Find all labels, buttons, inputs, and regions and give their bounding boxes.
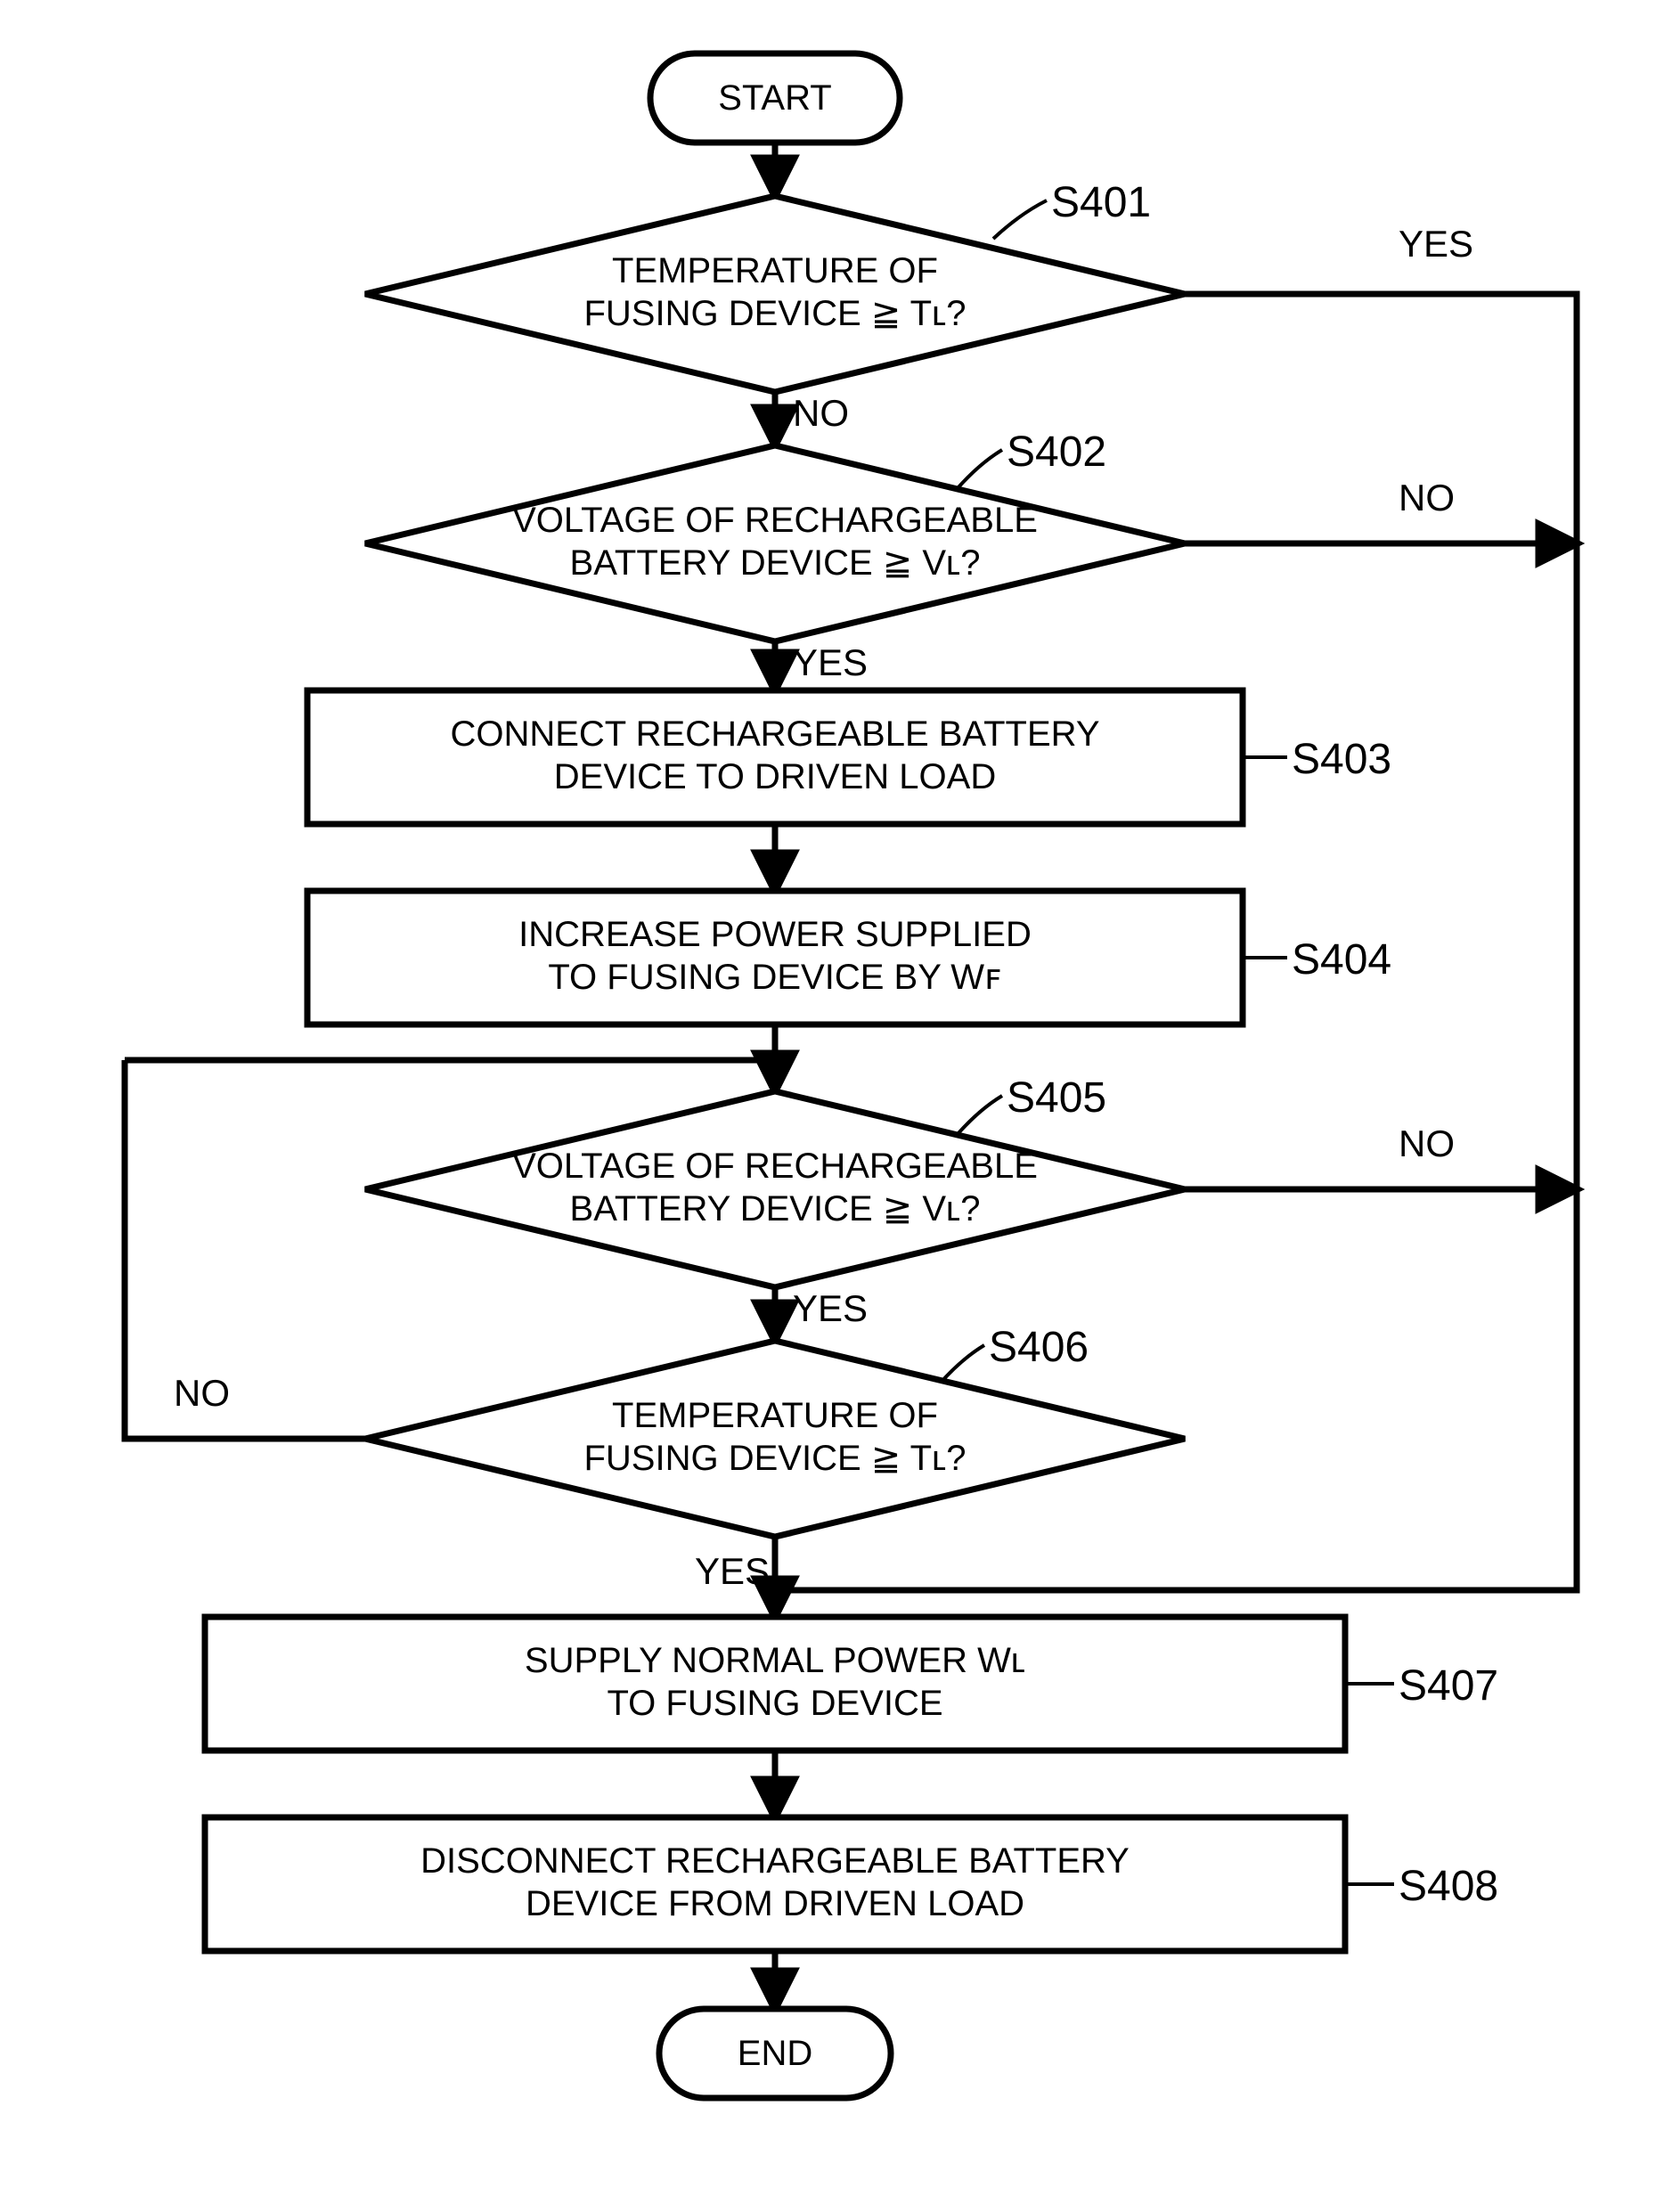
step-label-s402: S402: [1007, 428, 1106, 477]
edge-label: NO: [793, 392, 849, 435]
step-label-s404: S404: [1292, 935, 1391, 984]
node-end: [659, 2009, 891, 2098]
step-label-s403: S403: [1292, 735, 1391, 784]
step-label-s407: S407: [1399, 1661, 1498, 1710]
edge-label: YES: [1399, 223, 1473, 265]
node-s403: [307, 690, 1243, 824]
node-start: [650, 53, 900, 143]
node-s404: [307, 891, 1243, 1024]
node-s408: [205, 1817, 1345, 1951]
step-label-s406: S406: [989, 1323, 1089, 1372]
node-s407: [205, 1617, 1345, 1751]
edge-label: NO: [1399, 1122, 1455, 1165]
flowchart-canvas: NOYESYESNOYESNOYESNOSTARTTEMPERATURE OFF…: [0, 0, 1664, 2212]
edge-label: YES: [793, 1287, 868, 1330]
step-label-s405: S405: [1007, 1073, 1106, 1122]
edge-label: NO: [174, 1372, 230, 1415]
edge-label: YES: [695, 1550, 770, 1593]
step-label-s408: S408: [1399, 1862, 1498, 1911]
step-label-s401: S401: [1051, 178, 1151, 227]
edge-label: YES: [793, 641, 868, 684]
edge-label: NO: [1399, 477, 1455, 519]
